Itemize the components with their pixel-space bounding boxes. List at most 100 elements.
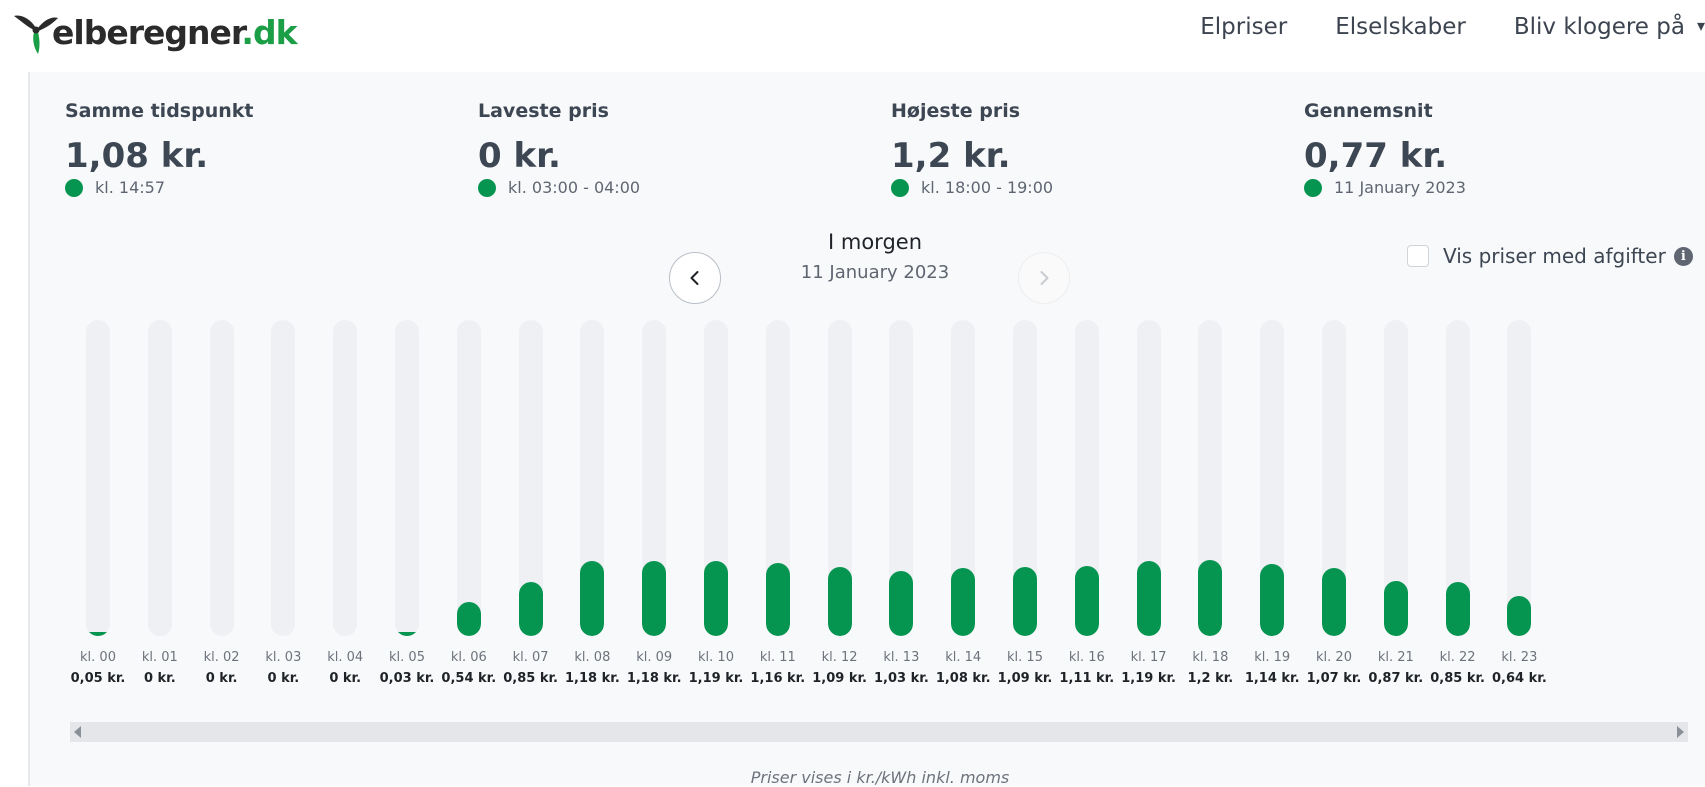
price-bar[interactable]: kl. 07 0,85 kr. — [497, 320, 563, 710]
stat-average: Gennemsnit 0,77 kr. 11 January 2023 — [1304, 100, 1466, 197]
logo-wordmark: elberegner.dk — [52, 12, 298, 52]
price-bar-fill — [456, 601, 481, 636]
next-day-button[interactable] — [1018, 252, 1070, 304]
hour-label: kl. 04 — [327, 650, 364, 665]
hour-label: kl. 02 — [203, 650, 240, 665]
price-bar[interactable]: kl. 02 0 kr. — [188, 320, 254, 710]
hour-label: kl. 07 — [512, 650, 549, 665]
hour-label: kl. 06 — [450, 650, 487, 665]
hour-label: kl. 11 — [759, 650, 796, 665]
price-bar[interactable]: kl. 11 1,16 kr. — [744, 320, 810, 710]
price-bar[interactable]: kl. 03 0 kr. — [249, 320, 315, 710]
price-label: 1,2 kr. — [1187, 671, 1234, 686]
price-bar-fill — [1198, 560, 1223, 636]
price-bar-track — [642, 320, 667, 636]
price-bar-track — [333, 320, 358, 636]
price-bar[interactable]: kl. 08 1,18 kr. — [558, 320, 624, 710]
price-bar-track — [580, 320, 605, 636]
price-label: 1,16 kr. — [750, 671, 806, 686]
price-bar[interactable]: kl. 04 0 kr. — [311, 320, 377, 710]
price-label: 0,85 kr. — [1430, 671, 1485, 686]
price-bar[interactable]: kl. 09 1,18 kr. — [620, 320, 686, 710]
price-bar[interactable]: kl. 13 1,03 kr. — [867, 320, 933, 710]
hour-label: kl. 08 — [574, 650, 611, 665]
price-bar[interactable]: kl. 18 1,2 kr. — [1176, 320, 1242, 710]
nav-item-elselskaber[interactable]: Elselskaber — [1335, 14, 1466, 40]
price-label: 0 kr. — [205, 671, 238, 686]
price-bar-fill — [1074, 565, 1099, 636]
stat-lowest-price: Laveste pris 0 kr. kl. 03:00 - 04:00 — [478, 100, 640, 197]
price-bar[interactable]: kl. 15 1,09 kr. — [991, 320, 1057, 710]
price-label: 1,19 kr. — [688, 671, 744, 686]
price-bar[interactable]: kl. 06 0,54 kr. — [435, 320, 501, 710]
price-bar[interactable]: kl. 01 0 kr. — [126, 320, 192, 710]
price-label: 1,08 kr. — [935, 671, 991, 686]
price-bar[interactable]: kl. 00 0,05 kr. — [64, 320, 130, 710]
price-bar-track — [271, 320, 296, 636]
price-label: 1,09 kr. — [812, 671, 867, 686]
price-bar[interactable]: kl. 14 1,08 kr. — [929, 320, 995, 710]
price-bar-track — [86, 320, 110, 636]
chart-horizontal-scrollbar[interactable] — [70, 722, 1688, 742]
price-bar-fill — [1260, 563, 1285, 636]
price-bar-track — [889, 320, 914, 636]
hour-label: kl. 13 — [883, 650, 920, 665]
stat-highest-price: Højeste pris 1,2 kr. kl. 18:00 - 19:00 — [891, 100, 1053, 197]
info-icon[interactable]: i — [1673, 246, 1693, 266]
price-bar[interactable]: kl. 22 0,85 kr. — [1424, 320, 1490, 710]
price-bar[interactable]: kl. 12 1,09 kr. — [806, 320, 872, 710]
stat-sub: kl. 03:00 - 04:00 — [478, 178, 640, 197]
stat-same-time: Samme tidspunkt 1,08 kr. kl. 14:57 — [65, 100, 253, 197]
price-bar-track — [1198, 320, 1223, 636]
price-label: 1,18 kr. — [565, 671, 620, 686]
price-bar-fill — [86, 632, 110, 636]
price-bar-track — [1074, 320, 1099, 636]
price-label: 1,18 kr. — [626, 671, 682, 686]
price-bar[interactable]: kl. 05 0,03 kr. — [373, 320, 439, 710]
price-bar-fill — [1445, 582, 1470, 636]
main-nav: Elpriser Elselskaber Bliv klogere på ▾ — [1152, 14, 1705, 40]
wind-turbine-icon — [14, 15, 58, 54]
site-logo[interactable]: elberegner.dk — [12, 8, 298, 56]
price-bar-fill — [1136, 560, 1161, 636]
price-label: 1,11 kr. — [1059, 671, 1115, 686]
tax-toggle-label[interactable]: Vis priser med afgifter — [1443, 244, 1666, 268]
logo-wordmark-tld: .dk — [241, 12, 297, 52]
price-bar-track — [209, 320, 234, 636]
price-bar-fill — [518, 582, 543, 636]
scroll-right-arrow-icon[interactable] — [1677, 726, 1684, 738]
price-bar-track — [951, 320, 976, 636]
price-bar-track — [518, 320, 543, 636]
logo-wordmark-main: elberegner — [52, 12, 242, 52]
status-dot-icon — [478, 178, 496, 197]
price-label: 1,14 kr. — [1244, 671, 1300, 686]
hour-label: kl. 05 — [389, 650, 425, 665]
price-bar[interactable]: kl. 21 0,87 kr. — [1362, 320, 1428, 710]
status-dot-icon — [65, 178, 83, 197]
price-bar[interactable]: kl. 20 1,07 kr. — [1300, 320, 1366, 710]
price-footnote: Priser vises i kr./kWh inkl. moms — [750, 768, 1010, 787]
price-bar[interactable]: kl. 23 0,64 kr. — [1485, 320, 1551, 710]
price-bar[interactable]: kl. 10 1,19 kr. — [682, 320, 748, 710]
price-bar[interactable]: kl. 19 1,14 kr. — [1238, 320, 1304, 710]
price-bar-fill — [827, 567, 852, 636]
hour-label: kl. 12 — [821, 650, 858, 665]
price-bar[interactable]: kl. 16 1,11 kr. — [1053, 320, 1119, 710]
hour-label: kl. 09 — [636, 650, 673, 665]
previous-day-button[interactable] — [669, 252, 721, 304]
hour-label: kl. 21 — [1377, 650, 1414, 665]
chevron-down-icon: ▾ — [1696, 16, 1705, 35]
price-bar[interactable]: kl. 17 1,19 kr. — [1115, 320, 1181, 710]
day-date: 11 January 2023 — [800, 262, 950, 283]
stat-label: Gennemsnit — [1304, 100, 1433, 122]
stat-value: 0,77 kr. — [1304, 136, 1448, 176]
nav-item-bliv-klogere[interactable]: Bliv klogere på ▾ — [1514, 14, 1705, 40]
nav-item-elpriser[interactable]: Elpriser — [1200, 14, 1288, 40]
price-bar-fill — [704, 560, 728, 636]
tax-checkbox[interactable] — [1407, 245, 1429, 267]
scroll-left-arrow-icon[interactable] — [74, 726, 81, 738]
price-bar-track — [827, 320, 852, 636]
price-bar-fill — [580, 561, 605, 636]
hour-label: kl. 17 — [1130, 650, 1167, 665]
stat-sub-text: kl. 14:57 — [95, 178, 165, 197]
